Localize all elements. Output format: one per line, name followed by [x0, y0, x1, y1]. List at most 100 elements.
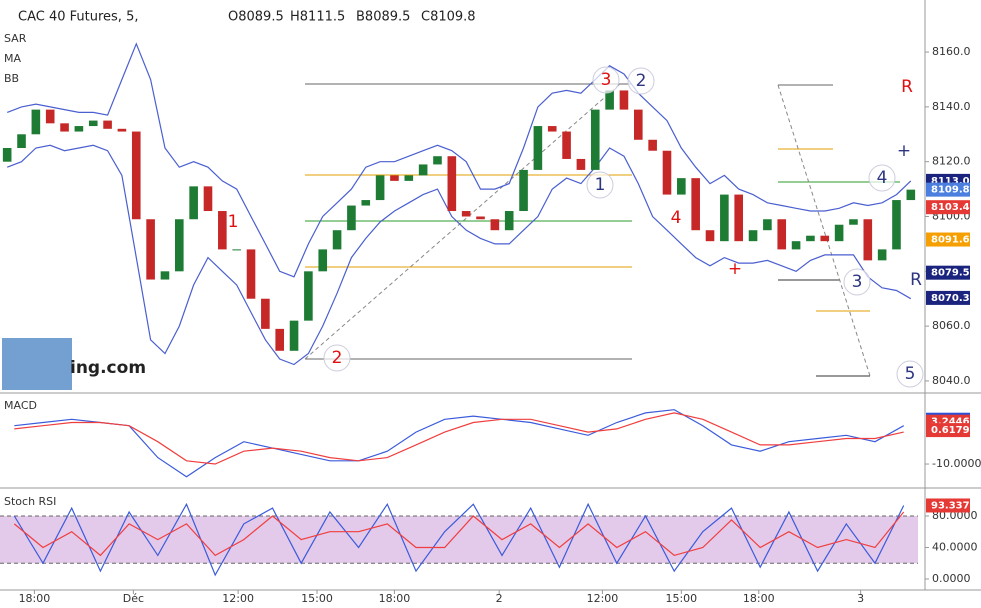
candle [877, 249, 887, 261]
candle [777, 219, 787, 250]
value-tag-label: 8103.4 [931, 202, 970, 213]
candle [820, 235, 830, 242]
series-line [6, 144, 912, 366]
candle [447, 156, 457, 212]
y-tick-label: 8060.0 [932, 319, 971, 332]
candle [834, 224, 844, 242]
y-tick-label: 8160.0 [932, 45, 971, 58]
value-tag-label: 8113.0 [931, 176, 970, 187]
wave-label: 3 [601, 70, 612, 90]
candle [662, 150, 672, 195]
candle [705, 230, 715, 242]
y-tick-label: -10.0000 [932, 457, 981, 470]
x-tick-label: 18:00 [379, 592, 411, 605]
annotation-circle [323, 344, 351, 372]
wave-label: R [910, 270, 922, 290]
series-line [6, 42, 912, 278]
chart-title: CAC 40 Futures, 5, [18, 10, 138, 25]
x-tick-label: 15:00 [301, 592, 333, 605]
indicator-label: MA [4, 52, 21, 65]
candle [160, 271, 170, 280]
candle [633, 109, 643, 140]
ohlc-label: C8109.8 [421, 10, 476, 25]
candle [218, 211, 227, 250]
candle [189, 186, 198, 220]
candle [261, 298, 270, 329]
wave-label: 1 [595, 175, 606, 195]
candle [318, 249, 328, 272]
candle [461, 211, 471, 217]
logo [2, 338, 72, 390]
y-tick-label: 40.0000 [932, 540, 978, 553]
watermark: ing.com [70, 358, 146, 378]
candle [791, 241, 801, 250]
value-tag [926, 265, 970, 280]
wave-label: + [897, 141, 911, 161]
candle [31, 109, 41, 135]
candle [404, 175, 414, 181]
candle [347, 205, 356, 231]
wave-label: 1 [228, 212, 239, 232]
candle [490, 219, 500, 231]
candle [88, 120, 98, 127]
annotation-circle [843, 268, 871, 296]
pane-title: Stoch RSI [4, 495, 56, 508]
annotation-circle [896, 360, 924, 388]
candle [304, 271, 313, 321]
value-tag-label: 8109.8 [931, 185, 970, 196]
wave-label: 2 [636, 71, 647, 91]
ohlc-label: H8111.5 [290, 10, 345, 25]
x-tick-label: 3 [857, 592, 864, 605]
annotation-circle [868, 164, 896, 192]
value-tag [926, 290, 970, 305]
candle [476, 216, 485, 220]
x-tick-label: 12:00 [587, 592, 619, 605]
value-tag-label: 8091.6 [931, 235, 970, 246]
candle [361, 200, 371, 206]
indicator-label: BB [4, 72, 19, 85]
wave-label: 3 [852, 272, 863, 292]
candle [74, 126, 84, 132]
value-tag [926, 498, 970, 513]
annotation-circle [592, 66, 620, 94]
candle [2, 147, 12, 162]
candle [146, 219, 155, 280]
candle [806, 235, 815, 242]
candle [562, 131, 571, 159]
ohlc-label: B8089.5 [356, 10, 410, 25]
wave-label: 4 [877, 168, 888, 188]
x-tick-label: 15:00 [665, 592, 697, 605]
value-tag [926, 232, 970, 247]
series-line [14, 409, 904, 478]
candle [849, 219, 858, 225]
x-tick-label: 2 [496, 592, 503, 605]
candle [275, 328, 285, 351]
candle [547, 126, 557, 132]
candle [433, 156, 442, 165]
fib-levels [304, 83, 900, 377]
annotation-circle [627, 67, 655, 95]
candle [60, 123, 69, 132]
candle [103, 120, 112, 129]
candle [504, 211, 514, 231]
candle [390, 175, 399, 181]
value-tag-label: 0.6179 [931, 425, 970, 436]
candle [720, 194, 729, 242]
candle [748, 230, 758, 242]
candle [590, 109, 600, 170]
candle [246, 249, 256, 299]
candle [375, 175, 385, 201]
candle [619, 90, 629, 110]
candle [906, 189, 916, 201]
candle [763, 219, 772, 231]
candle [17, 134, 26, 148]
wave-label: + [728, 259, 742, 279]
value-tag-label: 8070.3 [931, 293, 970, 304]
wave-label: 5 [905, 364, 916, 384]
x-tick-label: 18:00 [743, 592, 775, 605]
candle [519, 169, 528, 212]
y-tick-label: 8120.0 [932, 155, 971, 168]
x-tick-label: 18:00 [19, 592, 51, 605]
y-tick-label: 8040.0 [932, 374, 971, 387]
